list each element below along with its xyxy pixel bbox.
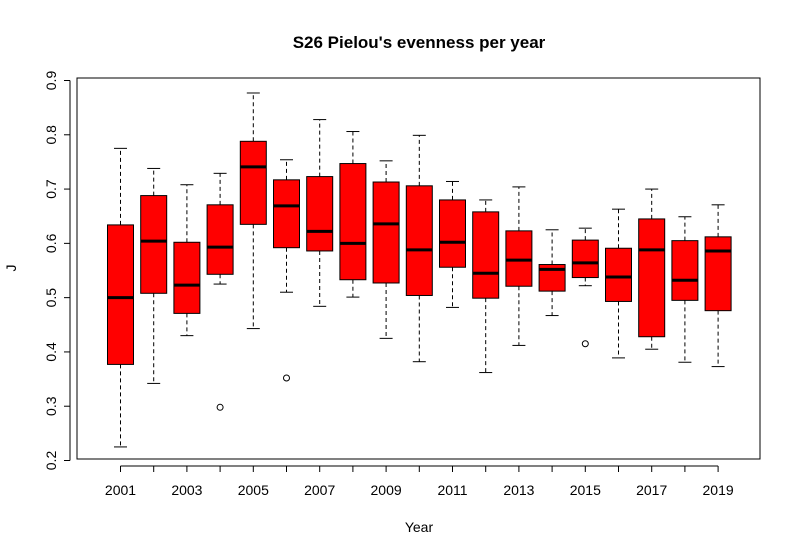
x-tick-label: 2003 (171, 482, 202, 498)
outlier-point (283, 374, 290, 382)
y-axis: 0.2 0.3 0.4 0.5 0.6 0.7 0.8 0.9 (43, 71, 71, 471)
box-2005 (239, 92, 267, 330)
box-2017 (638, 188, 666, 350)
box-iqr (571, 239, 599, 279)
box-2002 (140, 167, 168, 384)
boxes-group (107, 92, 732, 448)
x-tick-label: 2009 (371, 482, 402, 498)
box-iqr (372, 181, 400, 284)
box-2015 (571, 227, 599, 348)
box-2019 (704, 204, 732, 368)
box-2014 (538, 229, 566, 317)
box-2008 (339, 131, 367, 298)
x-tick-label: 2001 (105, 482, 136, 498)
x-axis-label: Year (405, 519, 434, 535)
box-iqr (206, 204, 234, 275)
box-2010 (405, 134, 433, 363)
y-tick-label: 0.8 (43, 125, 59, 145)
box-iqr (107, 224, 134, 365)
box-2018 (671, 216, 699, 363)
plot-frame (76, 77, 761, 460)
x-tick-label: 2005 (238, 482, 269, 498)
box-2004 (206, 172, 234, 411)
y-axis-label: J (3, 265, 19, 272)
y-tick-label: 0.9 (43, 71, 59, 91)
box-2009 (372, 160, 400, 339)
x-axis: 2001 2003 2005 2007 2009 2011 2013 2015 2017 2019 (105, 465, 734, 498)
y-tick-label: 0.4 (43, 342, 59, 362)
box-2013 (505, 186, 533, 346)
box-iqr (239, 140, 267, 225)
y-tick-label: 0.3 (43, 396, 59, 416)
box-2006 (273, 159, 300, 382)
box-iqr (306, 176, 334, 252)
x-tick-label: 2011 (437, 482, 467, 498)
box-iqr (605, 247, 632, 302)
x-tick-label: 2015 (570, 482, 601, 498)
box-iqr (671, 240, 699, 301)
box-2003 (173, 184, 201, 337)
box-iqr (140, 195, 168, 294)
box-iqr (704, 236, 732, 312)
box-iqr (638, 218, 666, 338)
x-tick-label: 2013 (503, 482, 534, 498)
box-iqr (472, 211, 500, 299)
box-2007 (306, 119, 334, 307)
box-2001 (107, 147, 134, 448)
box-2012 (472, 199, 500, 374)
box-iqr (339, 163, 367, 281)
outlier-point (216, 403, 224, 411)
x-tick-label: 2017 (636, 482, 667, 498)
box-iqr (439, 199, 466, 268)
x-tick-label: 2007 (304, 482, 335, 498)
box-iqr (505, 230, 533, 287)
y-tick-label: 0.2 (43, 451, 59, 471)
box-iqr (173, 241, 201, 314)
chart-title: S26 Pielou's evenness per year (293, 33, 546, 52)
box-2011 (439, 180, 466, 308)
x-tick-label: 2019 (703, 482, 734, 498)
box-2016 (605, 208, 632, 359)
y-tick-label: 0.5 (43, 288, 59, 308)
box-iqr (273, 179, 300, 249)
box-iqr (405, 185, 433, 296)
y-tick-label: 0.6 (43, 233, 59, 253)
outlier-point (581, 340, 589, 348)
y-tick-label: 0.7 (43, 179, 59, 199)
